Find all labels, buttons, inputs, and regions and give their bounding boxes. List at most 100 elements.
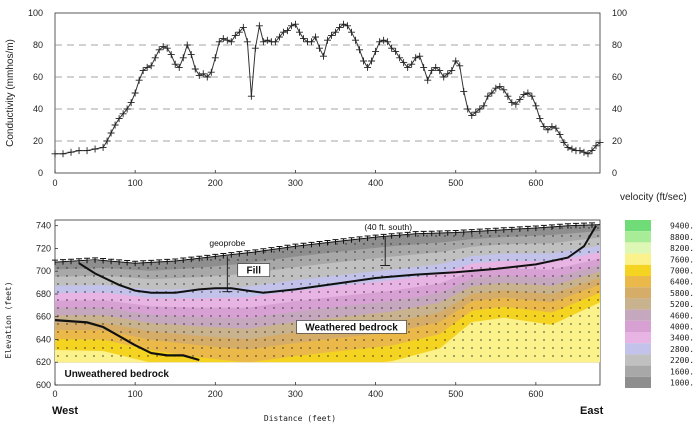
legend-swatch	[625, 332, 651, 344]
conductivity-point	[468, 111, 476, 119]
geophone-marker	[420, 230, 427, 237]
geophone-marker	[380, 233, 387, 240]
conductivity-point	[492, 84, 500, 92]
legend-level-label: 2800.	[670, 345, 694, 354]
conductivity-point	[287, 22, 295, 30]
geophone-marker	[204, 254, 211, 261]
conductivity-point	[187, 51, 195, 59]
conductivity-point	[340, 20, 348, 28]
conductivity-point	[75, 147, 83, 155]
conductivity-point	[143, 63, 151, 71]
geophone-marker	[540, 224, 547, 231]
geophone-marker	[196, 255, 203, 262]
conductivity-point	[299, 35, 307, 43]
geophone-marker	[436, 230, 443, 236]
conductivity-point	[223, 36, 231, 44]
conductivity-point	[352, 36, 360, 44]
conductivity-y-tick-label-right: 40	[612, 104, 622, 114]
velocity-section-chart: geoprobe (40 ft. south) Fill Weathered b…	[4, 219, 604, 423]
geophone-marker	[140, 260, 147, 266]
conductivity-point	[111, 121, 119, 129]
legend-swatch	[625, 264, 651, 276]
conductivity-point	[247, 92, 255, 100]
geophone-marker	[356, 236, 363, 242]
geophone-marker	[372, 234, 379, 241]
geophone-marker	[508, 226, 515, 233]
legend-level-label: 1600.	[670, 367, 694, 376]
legend-swatch	[625, 242, 651, 254]
conductivity-y-tick-label: 100	[28, 8, 43, 18]
conductivity-point	[107, 129, 115, 137]
geophone-marker	[284, 244, 291, 251]
geophone-marker	[308, 241, 315, 248]
conductivity-point	[412, 54, 420, 62]
conductivity-point	[376, 38, 384, 46]
geophone-marker	[124, 260, 131, 266]
legend-level-label: 3400.	[670, 334, 694, 343]
section-x-tick-label: 500	[448, 389, 463, 399]
section-y-tick-label: 700	[36, 266, 51, 276]
weathered-bedrock-label-box	[296, 320, 407, 334]
conductivity-point	[488, 89, 496, 97]
legend-swatch	[625, 343, 651, 355]
conductivity-y-ticks-right: 0 20 40 60 80 100	[612, 8, 627, 178]
legend-level-label: 6400.	[670, 278, 694, 287]
conductivity-point	[372, 47, 380, 55]
geophone-marker	[412, 231, 419, 237]
section-y-tick-label: 740	[36, 221, 51, 231]
geophone-marker	[404, 231, 411, 238]
conductivity-y-tick-label: 60	[33, 72, 43, 82]
geophone-marker	[228, 252, 235, 258]
geophone-marker	[268, 247, 275, 253]
section-y-tick-label: 640	[36, 334, 51, 344]
conductivity-point	[592, 142, 600, 150]
conductivity-point	[215, 38, 223, 46]
conductivity-point	[576, 147, 584, 155]
conductivity-point	[432, 63, 440, 71]
geophone-marker	[572, 222, 579, 229]
geophone-marker	[324, 240, 331, 246]
conductivity-y-tick-label: 40	[33, 104, 43, 114]
conductivity-point	[123, 105, 131, 113]
conductivity-y-tick-label: 0	[38, 168, 43, 178]
conductivity-point	[344, 22, 352, 30]
conductivity-point	[552, 124, 560, 132]
conductivity-point	[67, 148, 75, 156]
conductivity-point	[368, 57, 376, 65]
conductivity-point	[500, 86, 508, 94]
conductivity-point	[227, 38, 235, 46]
conductivity-point	[348, 28, 356, 36]
conductivity-point	[460, 87, 468, 95]
conductivity-point	[388, 44, 396, 52]
geophone-marker	[300, 242, 307, 249]
geophone-marker	[588, 222, 595, 228]
conductivity-point	[404, 63, 412, 71]
conductivity-point	[179, 54, 187, 62]
conductivity-point	[364, 63, 372, 71]
conductivity-point	[151, 54, 159, 62]
conductivity-point	[356, 46, 364, 54]
conductivity-y-tick-label-right: 80	[612, 40, 622, 50]
geophone-marker	[148, 259, 155, 266]
conductivity-point	[424, 76, 432, 84]
conductivity-point	[436, 67, 444, 75]
geophone-marker	[212, 253, 219, 260]
legend-swatch	[625, 354, 651, 366]
geophone-markers	[52, 222, 595, 267]
legend-swatch	[625, 231, 651, 243]
conductivity-y-tick-label-right: 0	[612, 168, 617, 178]
conductivity-x-tick-label: 600	[528, 178, 543, 188]
geophone-marker	[316, 240, 323, 247]
conductivity-point	[328, 31, 336, 39]
conductivity-point	[131, 89, 139, 97]
geophone-marker	[468, 229, 475, 235]
east-label: East	[580, 405, 604, 417]
conductivity-x-tick-label: 100	[128, 178, 143, 188]
geophone-marker	[396, 232, 403, 239]
geophone-marker	[364, 235, 371, 241]
geophone-marker	[292, 243, 299, 250]
conductivity-y-axis-label: Conductivity (mmhos/m)	[5, 39, 16, 147]
conductivity-point	[147, 62, 155, 70]
legend-swatch	[625, 276, 651, 288]
geophone-marker	[564, 223, 571, 229]
